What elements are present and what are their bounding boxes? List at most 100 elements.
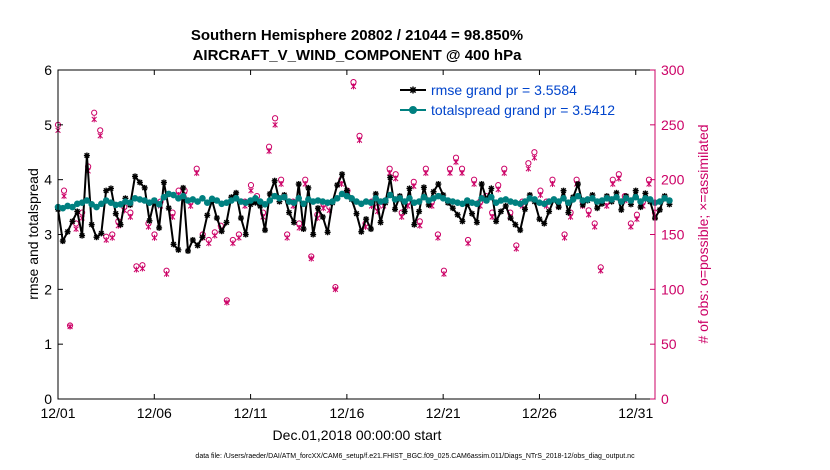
rmse-point (546, 208, 553, 215)
rmse-point-stroke (238, 215, 244, 221)
obs-assimilated-marker (139, 265, 146, 272)
obs-assimilated-marker (525, 165, 532, 172)
rmse-point (512, 221, 519, 228)
rmse-point (160, 179, 167, 186)
rmse-point-stroke (503, 203, 509, 209)
rmse-point (574, 181, 581, 188)
spread-point (280, 193, 288, 201)
obs-assimilated-marker (248, 187, 254, 194)
obs-assimilated-marker (308, 255, 315, 262)
spread-point (93, 203, 100, 211)
rmse-point-stroke (291, 219, 297, 226)
obs-assimilated-marker (585, 211, 592, 218)
legend-label-rmse: rmse grand pr = 3.5584 (431, 82, 577, 98)
obs-assimilated-marker (513, 245, 520, 252)
rmse-point (473, 219, 480, 226)
rmse-point (632, 187, 639, 194)
spread-point (396, 195, 404, 202)
rmse-point-stroke (243, 231, 249, 238)
obs-assimilated-marker (356, 137, 363, 144)
rmse-point-stroke (204, 212, 210, 219)
rmse-point-stroke (416, 208, 422, 215)
rmse-point (430, 188, 437, 195)
spread-point (420, 193, 428, 201)
obs-assimilated-marker (628, 223, 634, 230)
rmse-point-stroke (315, 205, 321, 211)
rmse-point (488, 185, 495, 192)
obs-assimilated-marker (320, 205, 327, 212)
rmse-point (392, 206, 399, 213)
obs-assimilated-marker (471, 181, 477, 188)
series-layer (54, 152, 673, 254)
obs-assimilated-marker (284, 234, 290, 241)
obs-possible-marker (91, 109, 98, 116)
rmse-point (59, 238, 66, 245)
rmse-point (194, 242, 201, 249)
rmse-point (420, 184, 427, 191)
rmse-point-stroke (618, 207, 625, 213)
rmse-point (594, 205, 601, 212)
obs-assimilated-marker (459, 170, 465, 177)
obs-assimilated-marker (73, 226, 79, 233)
obs-assimilated-marker (489, 213, 495, 220)
rmse-point (141, 184, 148, 191)
rmse-point-stroke (175, 247, 182, 253)
rmse-point (637, 204, 644, 211)
spread-point (256, 198, 264, 205)
spread-point (261, 201, 269, 208)
spread-point (266, 197, 274, 204)
y-axis-left: 0 1 2 3 4 5 6 (44, 62, 63, 407)
rmse-point-stroke (218, 228, 225, 234)
rmse-point (112, 210, 119, 217)
spread-point (348, 195, 355, 202)
obs-possible-marker (271, 115, 279, 122)
rmse-point-stroke (411, 221, 418, 228)
rmse-point-stroke (170, 241, 177, 248)
spread-point (555, 198, 563, 205)
rmse-point (618, 206, 625, 213)
rmse-point (204, 212, 211, 219)
rmse-point-stroke (295, 181, 302, 187)
spread-point (637, 198, 644, 205)
rmse-point (83, 152, 90, 159)
rmse-point (358, 228, 365, 235)
rmse-point (560, 187, 567, 194)
rmse-point-stroke (536, 216, 543, 222)
obs-assimilated-marker (332, 286, 339, 293)
spread-point (126, 199, 134, 206)
obs-assimilated-marker (441, 270, 447, 277)
rmse-point-stroke (132, 173, 138, 180)
rmse-point-stroke (199, 234, 206, 240)
rmse-point-stroke (137, 179, 143, 186)
rmse-point (237, 215, 244, 222)
spread-point (329, 198, 336, 205)
rmse-point-stroke (113, 210, 119, 217)
obs-assimilated-marker (423, 170, 429, 177)
obs-assimilated-marker (610, 181, 616, 188)
rmse-point (180, 184, 187, 191)
rmse-point (454, 211, 461, 218)
y-left-tick-label: 5 (44, 117, 52, 133)
rmse-point-stroke (368, 226, 374, 232)
rmse-point-stroke (358, 229, 365, 235)
rmse-point (339, 171, 346, 178)
rmse-point (406, 185, 413, 192)
rmse-point (107, 185, 114, 192)
spread-point (560, 195, 567, 202)
rmse-point-stroke (267, 191, 273, 197)
rmse-point-stroke (642, 190, 649, 197)
y-right-tick-label: 0 (661, 391, 669, 407)
obs-assimilated-marker (61, 193, 67, 200)
chart-title-line-1: Southern Hemisphere 20802 / 21044 = 98.8… (191, 27, 523, 44)
obs-assimilated-marker (163, 270, 170, 277)
rmse-point (170, 241, 177, 248)
spread-point (386, 191, 394, 199)
rmse-point-stroke (64, 229, 71, 235)
obs-assimilated-marker (109, 234, 116, 241)
rmse-point (334, 182, 341, 189)
obs-assimilated-marker (495, 186, 501, 193)
rmse-point-stroke (637, 204, 644, 210)
rmse-point (314, 205, 321, 212)
y-right-tick-label: 200 (661, 172, 685, 188)
legend-marker-spread (409, 106, 417, 114)
